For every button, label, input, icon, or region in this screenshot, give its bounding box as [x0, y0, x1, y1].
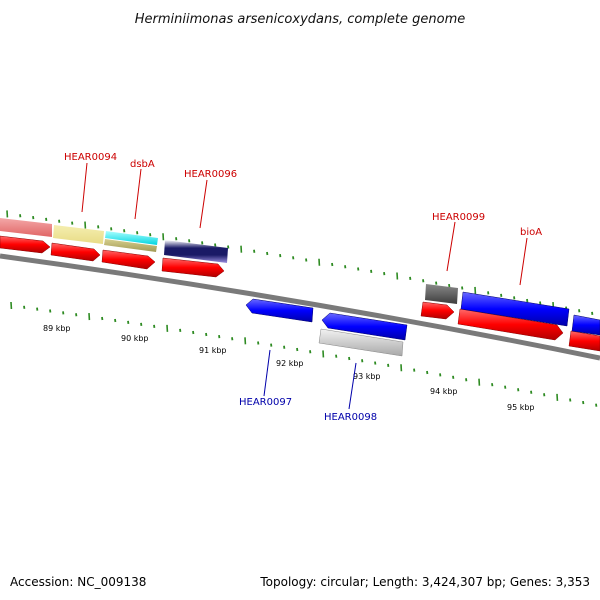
- feature-block-navy[interactable]: [164, 240, 228, 263]
- leader-line-dsba: [134, 168, 142, 220]
- scale-label: 92 kbp: [276, 359, 304, 368]
- gene-arrow-bioa[interactable]: [457, 308, 564, 341]
- gene-label-hear0096[interactable]: HEAR0096: [184, 169, 237, 180]
- scale-label: 94 kbp: [430, 387, 458, 396]
- feature-block-cyan[interactable]: [105, 231, 158, 245]
- leader-line-hear0094: [81, 162, 88, 213]
- gene-arrow-hear0094[interactable]: [50, 242, 101, 262]
- scale-label: 89 kbp: [43, 324, 71, 333]
- gene-label-hear0094[interactable]: HEAR0094: [64, 152, 117, 163]
- label-leaders: [81, 162, 528, 410]
- accession-text: Accession: NC_009138: [10, 575, 146, 589]
- forward-gene-arrows: [0, 235, 600, 352]
- gene-arrow-hear0098[interactable]: [318, 328, 404, 357]
- gene-bar-blue-1[interactable]: [460, 291, 570, 327]
- genome-summary-text: Topology: circular; Length: 3,424,307 bp…: [259, 575, 590, 589]
- feature-block-khaki[interactable]: [53, 225, 104, 244]
- leader-line-hear0098: [348, 362, 357, 410]
- map-title: Herminiimonas arsenicoxydans, complete g…: [135, 12, 465, 27]
- leader-line-bioa: [519, 237, 528, 286]
- forward-feature-blocks: [0, 218, 458, 304]
- leader-line-hear0099: [446, 221, 456, 272]
- gene-arrow-next[interactable]: [568, 330, 600, 352]
- gene-label-hear0099[interactable]: HEAR0099: [432, 212, 485, 223]
- gene-label-hear0097[interactable]: HEAR0097: [239, 397, 292, 408]
- feature-block-pink[interactable]: [0, 218, 52, 237]
- feature-block-darkgray[interactable]: [425, 284, 458, 304]
- gene-arrow-hear0099[interactable]: [420, 301, 455, 320]
- gene-label-dsba[interactable]: dsbA: [130, 159, 155, 170]
- gene-label-bioa[interactable]: bioA: [520, 227, 542, 238]
- reverse-gene-arrows: [245, 298, 408, 357]
- leader-line-hear0096: [199, 179, 208, 229]
- gene-bar-blue-2[interactable]: [571, 314, 600, 336]
- scale-label: 95 kbp: [507, 403, 535, 412]
- reverse-tick-row: [10, 301, 598, 407]
- gene-arrow-hear0096[interactable]: [161, 257, 225, 278]
- genome-axis: [0, 253, 600, 361]
- feature-block-olive[interactable]: [104, 239, 157, 252]
- gene-arrow-hear0097[interactable]: [245, 298, 314, 323]
- leader-line-hear0097: [263, 349, 271, 397]
- gene-arrow-hear0098-top[interactable]: [321, 312, 408, 341]
- scale-labels: 89 kbp 90 kbp 91 kbp 92 kbp 93 kbp 94 kb…: [43, 324, 535, 412]
- forward-tick-row: [6, 210, 594, 315]
- gene-labels: HEAR0094 dsbA HEAR0096 HEAR0099 bioA HEA…: [64, 152, 542, 423]
- gene-arrow-dsba[interactable]: [101, 249, 156, 270]
- gene-arrow-hear0093[interactable]: [0, 235, 51, 254]
- scale-label: 90 kbp: [121, 334, 149, 343]
- scale-label: 91 kbp: [199, 346, 227, 355]
- gene-label-hear0098[interactable]: HEAR0098: [324, 412, 377, 423]
- forward-blue-bars: [460, 291, 600, 336]
- scale-label: 93 kbp: [353, 372, 381, 381]
